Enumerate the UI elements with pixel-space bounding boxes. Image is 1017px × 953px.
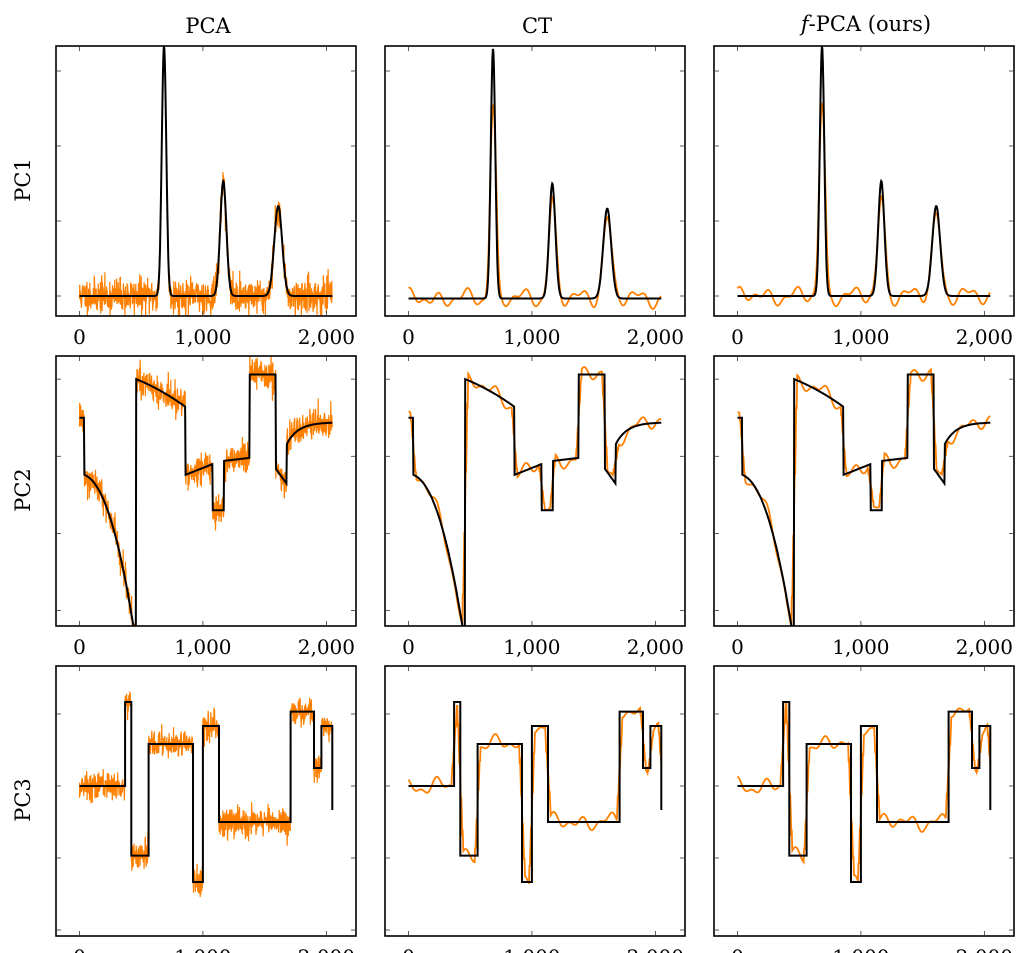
x-tick-label: 1,000 [174, 635, 231, 659]
column-title-pca: PCA [185, 14, 231, 38]
panel-frame [384, 355, 686, 627]
panel: 0 1,000 2,000 [384, 45, 686, 349]
x-tick-label: 1,000 [503, 945, 560, 953]
true-curve-line [79, 373, 333, 626]
x-tick-label: 2,000 [627, 945, 684, 953]
panel: 0 1,000 2,000 [55, 45, 357, 349]
estimate-line [78, 356, 333, 626]
x-tick-label: 2,000 [956, 945, 1013, 953]
x-tick-label: 1,000 [503, 325, 560, 349]
x-tick-label: 0 [731, 635, 744, 659]
true-curve-line [737, 701, 992, 883]
x-tick-label: 1,000 [832, 325, 889, 349]
true-curve-line [737, 373, 991, 626]
true-curve-line [737, 46, 991, 297]
column-title-fpca: f-PCA (ours) [799, 12, 931, 36]
x-tick-label: 0 [73, 945, 86, 953]
x-tick-label: 2,000 [627, 635, 684, 659]
panel: 0 1,000 2,000 [713, 665, 1015, 953]
estimate-line [407, 705, 663, 884]
panel-frame [384, 665, 686, 937]
panel: 0 1,000 2,000 [384, 665, 686, 953]
x-tick-label: 1,000 [503, 635, 560, 659]
row-label-pc1: PC1 [11, 158, 35, 202]
estimate-line [408, 102, 662, 310]
x-tick-label: 0 [731, 325, 744, 349]
panel: 0 1,000 2,000 [713, 45, 1015, 349]
x-tick-label: 2,000 [298, 945, 355, 953]
estimate-line [408, 366, 662, 626]
panel-frame [55, 45, 357, 317]
estimate-line [736, 701, 992, 882]
panel: 0 1,000 2,000 [55, 355, 357, 659]
panel: 0 1,000 2,000 [384, 355, 686, 659]
x-tick-label: 1,000 [832, 945, 889, 953]
x-tick-label: 1,000 [174, 325, 231, 349]
x-tick-label: 0 [402, 635, 415, 659]
x-tick-label: 2,000 [298, 325, 355, 349]
true-curve-line [408, 48, 662, 300]
panel-frame [713, 355, 1015, 627]
x-tick-label: 0 [73, 325, 86, 349]
x-tick-label: 2,000 [627, 325, 684, 349]
true-curve-line [79, 701, 334, 883]
x-tick-label: 0 [73, 635, 86, 659]
panel-frame [713, 665, 1015, 937]
column-title-ct: CT [522, 14, 552, 38]
estimate-line [737, 367, 991, 626]
panel-frame [55, 665, 357, 937]
true-curve-line [408, 373, 662, 626]
panel-frame [55, 355, 357, 627]
x-tick-label: 2,000 [956, 635, 1013, 659]
panel: 0 1,000 2,000 [55, 665, 357, 953]
panels: 0 1,000 2,000 0 1,000 2,000 0 1,000 2,000 0 1,000 2… [55, 45, 1015, 953]
row-label-pc3: PC3 [11, 778, 35, 822]
panel: 0 1,000 2,000 [713, 355, 1015, 659]
x-tick-label: 1,000 [832, 635, 889, 659]
estimate-line [78, 46, 333, 316]
panel-frame [384, 45, 686, 317]
x-tick-label: 0 [731, 945, 744, 953]
true-curve-line [79, 46, 333, 297]
column-title-fpca-italic: f [799, 12, 812, 36]
panel-frame [713, 45, 1015, 317]
x-tick-label: 0 [402, 325, 415, 349]
x-tick-label: 0 [402, 945, 415, 953]
x-tick-label: 2,000 [298, 635, 355, 659]
column-title-fpca-rest: -PCA (ours) [809, 12, 932, 36]
estimate-line [78, 691, 333, 898]
estimate-line [736, 101, 991, 307]
true-curve-line [408, 701, 663, 883]
x-tick-label: 2,000 [956, 325, 1013, 349]
row-label-pc2: PC2 [11, 468, 35, 512]
x-tick-label: 1,000 [174, 945, 231, 953]
